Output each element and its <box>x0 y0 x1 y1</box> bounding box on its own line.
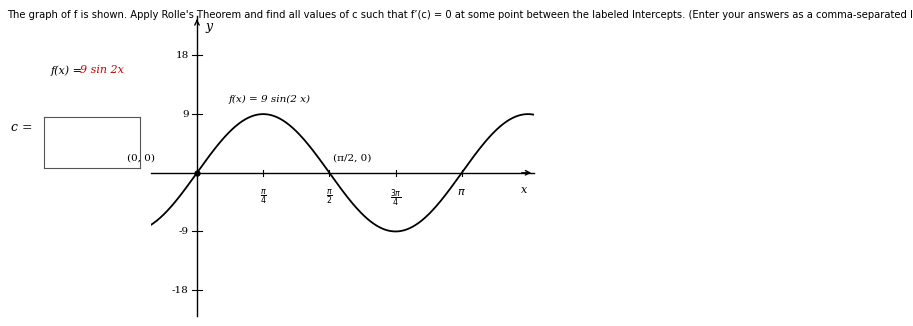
Text: $\pi$: $\pi$ <box>457 187 467 197</box>
Text: $\frac{3\pi}{4}$: $\frac{3\pi}{4}$ <box>390 187 402 209</box>
Text: y: y <box>205 20 213 33</box>
Text: x: x <box>521 185 527 195</box>
Text: f(x) =: f(x) = <box>50 65 86 76</box>
Text: $\frac{\pi}{2}$: $\frac{\pi}{2}$ <box>326 187 333 206</box>
Text: -18: -18 <box>172 286 189 295</box>
Text: (π/2, 0): (π/2, 0) <box>332 154 371 163</box>
Text: f(x) = 9 sin(2 x): f(x) = 9 sin(2 x) <box>229 95 311 104</box>
Text: 18: 18 <box>175 51 189 60</box>
Text: 9 sin 2x: 9 sin 2x <box>80 65 124 75</box>
Text: (0, 0): (0, 0) <box>127 154 155 163</box>
Text: 9: 9 <box>182 110 189 119</box>
Text: c =: c = <box>11 121 33 134</box>
Text: $\frac{\pi}{4}$: $\frac{\pi}{4}$ <box>259 187 267 206</box>
Text: The graph of f is shown. Apply Rolle's Theorem and find all values of c such tha: The graph of f is shown. Apply Rolle's T… <box>7 10 913 20</box>
Text: -9: -9 <box>178 227 189 236</box>
